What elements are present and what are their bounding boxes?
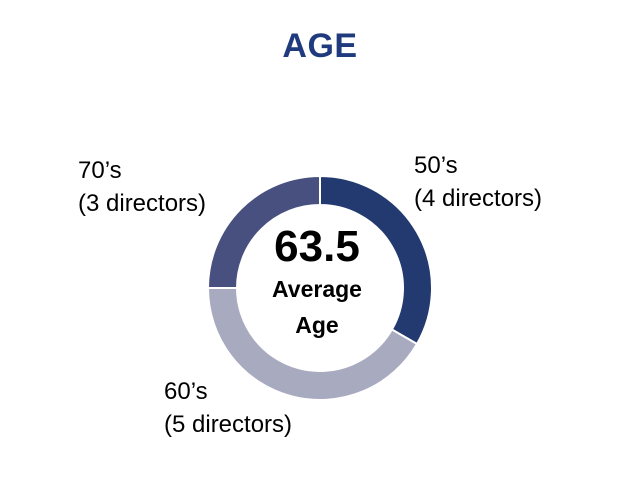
slice-70s	[206, 174, 321, 289]
label-50s-detail: (4 directors)	[414, 185, 543, 212]
label-60s-detail: (5 directors)	[164, 411, 293, 438]
label-60s: 60’s (5 directors)	[164, 375, 292, 441]
average-age-label: Average Age	[272, 276, 362, 338]
label-70s-category: 70’s	[78, 157, 122, 184]
label-70s-detail: (3 directors)	[78, 190, 207, 217]
slice-60s	[206, 287, 419, 401]
label-50s: 50’s (4 directors)	[414, 149, 542, 215]
label-50s-category: 50’s	[414, 152, 458, 179]
label-60s-category: 60’s	[164, 378, 208, 405]
average-age-value: 63.5	[274, 222, 360, 271]
label-70s: 70’s (3 directors)	[78, 154, 206, 220]
donut-slices	[206, 174, 433, 401]
donut-center: 63.5 Average Age	[237, 223, 397, 343]
chart-title: AGE	[282, 27, 358, 65]
